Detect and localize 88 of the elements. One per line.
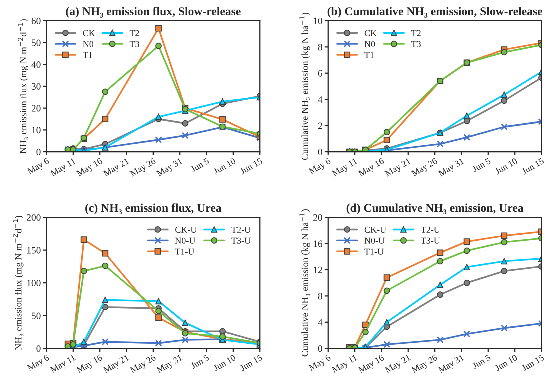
y-axis-title: NH₃ emission flux (mg N m$^{−2}$d$^{−1}$)	[13, 216, 24, 350]
legend-label: T3-U	[232, 238, 251, 244]
x-tick-label: May 26	[130, 158, 158, 178]
x-tick-label: May 21	[384, 354, 412, 376]
x-tick-label: May 16	[358, 158, 386, 178]
y-tick-label: 6	[318, 70, 323, 77]
legend-label: T2-U	[421, 226, 440, 233]
x-tick-label: Jun 15	[240, 354, 263, 372]
x-tick-label: Jun 5	[472, 158, 492, 173]
y-tick-label: 200	[27, 214, 41, 222]
x-tick-label: Jun 15	[240, 158, 263, 175]
y-tick-label: 10	[32, 127, 41, 134]
x-tick-label: May 6	[26, 354, 51, 373]
x-tick-label: Jun 10	[213, 354, 236, 372]
y-tick-label: 4	[318, 96, 323, 103]
y-tick-label: 4	[318, 319, 323, 326]
y-tick-label: 2	[318, 122, 322, 130]
x-tick-label: May 31	[438, 354, 466, 376]
legend-label: N0-U	[175, 238, 196, 244]
legend-label: CK-U	[364, 226, 386, 233]
y-tick-label: 8	[318, 293, 322, 300]
legend-label: T1-U	[175, 248, 195, 255]
x-tick-label: May 31	[156, 354, 184, 376]
x-tick-label: Jun 15	[521, 158, 545, 175]
legend-label: T1-U	[364, 248, 384, 255]
legend-label: CK	[364, 30, 377, 36]
x-tick-label: May 26	[411, 354, 439, 376]
y-tick-label: 60	[32, 18, 41, 24]
x-tick-label: May 16	[76, 158, 104, 178]
x-tick-label: Jun 10	[494, 354, 518, 372]
y-tick-label: 50	[32, 40, 41, 46]
y-axis-title: Cumulative NH₃ emission (kg N ha$^{−1}$)	[300, 210, 310, 357]
x-tick-label: May 6	[308, 158, 332, 176]
x-tick-label: May 6	[26, 158, 51, 176]
legend-label: T3-U	[421, 238, 440, 244]
y-tick-label: 40	[32, 62, 41, 68]
x-tick-label: May 31	[156, 158, 184, 178]
x-tick-label: May 16	[76, 354, 104, 376]
y-tick-label: 8	[318, 44, 322, 51]
chart-title: (b) Cumulative NH₃ emission, Slow-release	[328, 7, 543, 18]
x-tick-label: May 6	[308, 354, 332, 373]
legend-label: T3	[412, 41, 422, 48]
legend-label: T1	[364, 52, 374, 58]
x-tick-label: May 21	[103, 158, 130, 178]
y-tick-label: 16	[314, 240, 323, 248]
x-tick-label: May 11	[332, 158, 359, 178]
x-tick-label: Jun 15	[521, 354, 545, 372]
y-axis-title: NH₃ emission flux (mg N m$^{−2}$d$^{−1}$)	[18, 19, 29, 154]
x-tick-label: May 21	[384, 158, 412, 178]
legend-label: T2-U	[232, 226, 251, 233]
x-tick-label: May 16	[358, 354, 386, 376]
x-tick-label: Jun 5	[472, 354, 492, 370]
x-tick-label: May 21	[103, 354, 130, 376]
x-tick-label: Jun 10	[213, 158, 236, 175]
x-tick-label: May 31	[438, 158, 466, 178]
chart-title: (c) NH₃ emission flux, Urea	[86, 204, 222, 215]
y-tick-label: 100	[27, 280, 41, 287]
legend-label: N0	[364, 41, 376, 48]
y-tick-label: 20	[314, 214, 322, 222]
x-tick-label: May 11	[50, 354, 78, 375]
x-tick-label: May 26	[130, 354, 158, 376]
x-tick-label: May 26	[411, 158, 439, 178]
y-tick-label: 50	[32, 312, 41, 320]
y-axis-title: Cumulative NH₃ emission (kg N ha$^{−1}$)	[300, 12, 310, 160]
legend-label: T2	[412, 30, 421, 36]
x-tick-label: Jun 5	[190, 354, 210, 370]
y-tick-label: 20	[32, 105, 41, 112]
legend-label: T1	[83, 52, 92, 58]
legend-label: T2	[130, 30, 140, 36]
chart-title: (a) NH₃ emission flux, Slow-release	[66, 7, 241, 18]
x-tick-label: Jun 10	[494, 158, 518, 175]
y-tick-label: 10	[314, 18, 322, 24]
x-tick-label: Jun 5	[190, 158, 210, 173]
x-tick-label: May 11	[332, 354, 359, 375]
y-tick-label: 0	[36, 346, 41, 352]
chart-title: (d) Cumulative NH₃ emission, Urea	[346, 204, 524, 215]
legend-label: N0-U	[364, 238, 385, 244]
y-tick-label: 0	[318, 346, 322, 352]
y-tick-label: 0	[318, 148, 322, 156]
legend-label: T3	[130, 41, 140, 48]
legend-label: CK	[83, 30, 96, 36]
legend-label: N0	[83, 41, 94, 48]
x-tick-label: May 11	[50, 158, 78, 178]
y-tick-label: 12	[314, 266, 322, 274]
y-tick-label: 30	[32, 83, 41, 90]
legend-label: CK-U	[176, 226, 198, 233]
y-tick-label: 150	[27, 247, 41, 254]
y-tick-label: 0	[36, 148, 41, 156]
